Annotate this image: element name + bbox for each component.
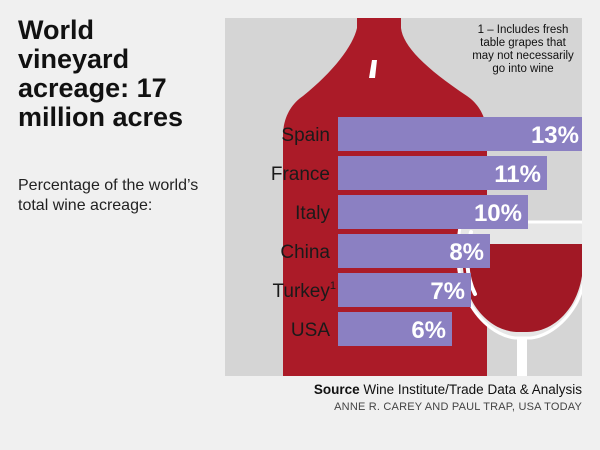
bottle-highlight (369, 60, 377, 78)
bar-france (338, 156, 547, 190)
bar-italy (338, 195, 528, 229)
value-label-france: 11% (494, 161, 541, 188)
category-label-spain: Spain (281, 125, 330, 146)
category-label-turkey: Turkey1 (273, 280, 337, 302)
bar-usa (338, 312, 452, 346)
credit-line: ANNE R. CAREY AND PAUL TRAP, USA TODAY (334, 401, 582, 413)
source-text: Wine Institute/Trade Data & Analysis (363, 382, 582, 397)
category-label-china: China (280, 242, 330, 263)
category-label-france: France (271, 164, 330, 185)
value-label-spain: 13% (531, 122, 579, 149)
chart-title: World vineyard acreage: 17 million acres (18, 15, 184, 132)
bars-group: Spain 13% France 11% Italy 10% China 8% Turkey1 7… (271, 117, 582, 346)
footnote: 1 – Includes fresh table grapes that may… (472, 24, 574, 75)
value-label-italy: 10% (474, 200, 522, 227)
chart-panel: Spain 13% France 11% Italy 10% China 8% Turkey1 7… (225, 18, 582, 376)
footnote-marker: 1 (330, 280, 336, 292)
category-label-italy: Italy (295, 203, 330, 224)
value-label-turkey: 7% (430, 278, 465, 305)
value-label-usa: 6% (411, 317, 446, 344)
source-label: Source (313, 382, 360, 397)
bar-spain (338, 117, 582, 151)
bar-turkey (338, 273, 471, 307)
chart-subtitle: Percentage of the world’s total wine acr… (18, 177, 199, 214)
value-label-china: 8% (449, 239, 484, 266)
bar-china (338, 234, 490, 268)
source-line: Source Wine Institute/Trade Data & Analy… (314, 382, 582, 397)
chart-svg: Spain 13% France 11% Italy 10% China 8% Turkey1 7… (271, 18, 582, 376)
category-label-usa: USA (291, 320, 330, 341)
